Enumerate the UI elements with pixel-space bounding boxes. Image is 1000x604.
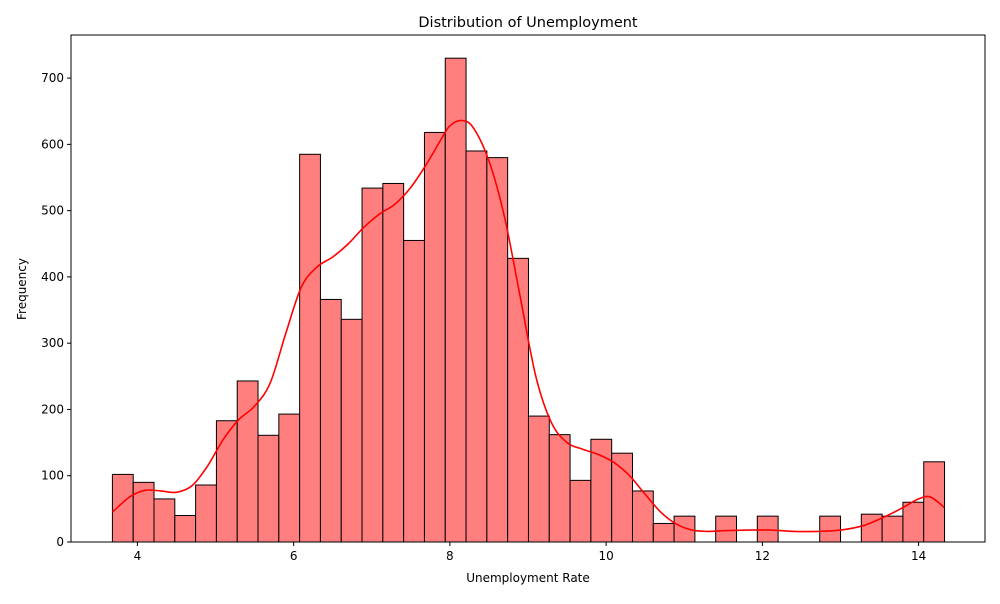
histogram-bar xyxy=(673,515,696,543)
histogram-bar xyxy=(923,461,946,543)
histogram-bar xyxy=(340,318,363,543)
y-axis-label: Frequency xyxy=(15,258,29,320)
histogram-bar xyxy=(361,187,384,543)
histogram-bar xyxy=(819,515,842,543)
x-axis-label: Unemployment Rate xyxy=(466,571,590,585)
histogram-bar xyxy=(715,515,738,543)
y-tick-label: 200 xyxy=(41,402,64,416)
histogram-bar xyxy=(860,513,883,543)
kde-curve xyxy=(111,119,945,533)
histogram-bar xyxy=(444,57,467,543)
bars-group xyxy=(111,57,946,543)
x-tick-label: 8 xyxy=(446,549,454,563)
histogram-bar xyxy=(153,498,176,543)
y-tick-label: 300 xyxy=(41,336,64,350)
plot-frame xyxy=(70,34,986,543)
histogram-bar xyxy=(881,515,904,543)
histogram-bar xyxy=(215,420,238,543)
histogram-bar xyxy=(652,522,675,543)
x-tick-label: 4 xyxy=(134,549,142,563)
histogram-bar xyxy=(382,182,405,543)
histogram-bar xyxy=(195,484,217,543)
y-tick-label: 0 xyxy=(56,535,64,549)
histogram-bar xyxy=(548,434,571,543)
histogram-bar xyxy=(569,479,592,543)
y-tick-label: 400 xyxy=(41,270,64,284)
histogram-bar xyxy=(590,438,613,543)
histogram-bar xyxy=(174,514,197,543)
y-tick-label: 100 xyxy=(41,469,64,483)
histogram-bar xyxy=(257,434,280,543)
histogram-bar xyxy=(299,153,321,543)
x-tick-label: 6 xyxy=(290,549,298,563)
histogram-bar xyxy=(465,150,488,543)
histogram-bar xyxy=(507,257,529,543)
axes-group: 4 6 8 10 12 14 0 100 200 300 400 500 600 700 xyxy=(41,34,986,563)
y-tick-label: 700 xyxy=(41,71,64,85)
histogram-bar xyxy=(756,515,779,543)
chart-title: Distribution of Unemployment xyxy=(418,15,638,31)
histogram-bar xyxy=(527,415,550,543)
histogram-bar xyxy=(631,490,654,543)
y-tick-label: 500 xyxy=(41,204,64,218)
histogram-bar xyxy=(902,501,925,543)
x-tick-label: 14 xyxy=(911,549,926,563)
histogram-bar xyxy=(423,131,446,543)
kde-group xyxy=(111,119,945,533)
x-tick-label: 10 xyxy=(598,549,613,563)
x-tick-label: 12 xyxy=(755,549,770,563)
histogram-bar xyxy=(278,413,301,543)
histogram-bar xyxy=(403,239,425,543)
y-tick-label: 600 xyxy=(41,137,64,151)
histogram-bar xyxy=(611,452,633,543)
histogram-bar xyxy=(319,298,342,543)
